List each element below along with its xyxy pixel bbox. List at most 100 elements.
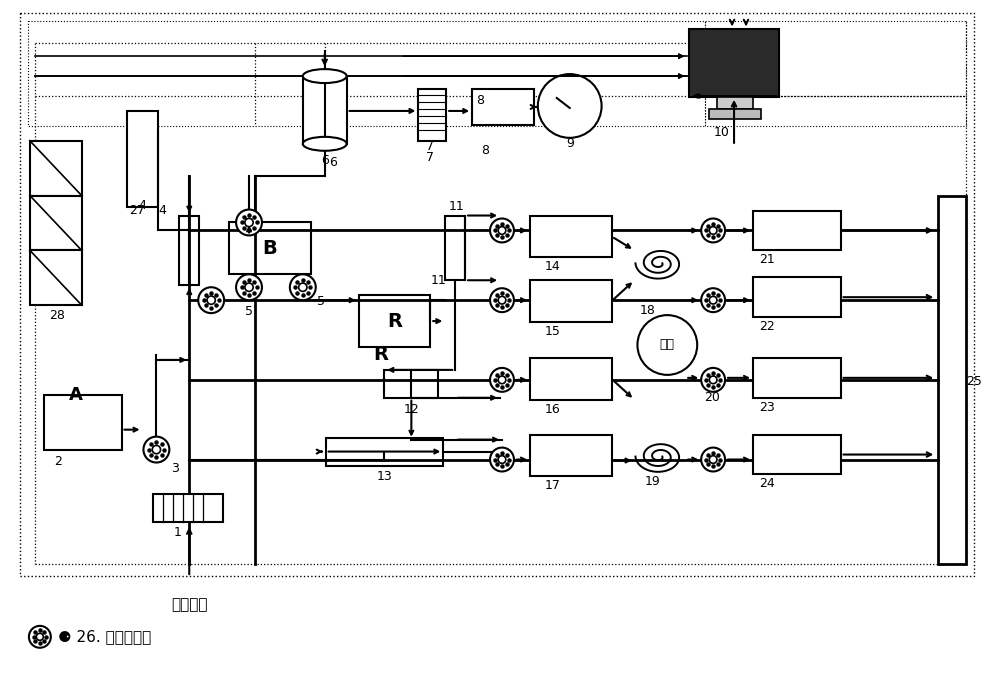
Bar bbox=[472, 89, 534, 125]
Text: 18: 18 bbox=[639, 304, 655, 317]
Bar bbox=[753, 435, 841, 475]
Circle shape bbox=[236, 274, 262, 300]
Bar bbox=[709, 109, 761, 119]
Circle shape bbox=[29, 626, 51, 648]
Circle shape bbox=[299, 283, 307, 291]
Circle shape bbox=[207, 296, 215, 304]
Bar bbox=[179, 216, 199, 285]
Ellipse shape bbox=[303, 137, 347, 150]
Bar bbox=[30, 141, 82, 196]
Circle shape bbox=[490, 447, 514, 471]
Bar bbox=[418, 89, 446, 141]
Bar bbox=[530, 280, 612, 322]
Text: B: B bbox=[263, 239, 277, 258]
Bar bbox=[705, 21, 966, 126]
Bar bbox=[689, 30, 779, 97]
Bar bbox=[753, 278, 841, 317]
Circle shape bbox=[701, 289, 725, 312]
Bar bbox=[28, 21, 705, 126]
Bar bbox=[938, 196, 966, 564]
Circle shape bbox=[709, 455, 717, 463]
Circle shape bbox=[538, 74, 602, 138]
Circle shape bbox=[701, 218, 725, 243]
Text: R: R bbox=[373, 346, 388, 365]
Text: 光源: 光源 bbox=[660, 339, 675, 352]
Bar bbox=[303, 76, 347, 144]
Bar bbox=[30, 250, 82, 305]
Text: 1: 1 bbox=[173, 526, 181, 539]
Text: 9: 9 bbox=[566, 137, 574, 150]
Text: 4: 4 bbox=[158, 204, 166, 217]
Text: 10: 10 bbox=[714, 126, 730, 139]
Circle shape bbox=[709, 376, 717, 383]
Text: 4: 4 bbox=[139, 199, 146, 212]
Circle shape bbox=[143, 437, 169, 462]
Text: 25: 25 bbox=[966, 375, 982, 388]
Circle shape bbox=[498, 296, 506, 304]
Circle shape bbox=[490, 218, 514, 243]
Circle shape bbox=[637, 315, 697, 375]
Circle shape bbox=[498, 227, 506, 234]
Circle shape bbox=[701, 447, 725, 471]
Text: ⚈ 26. 液体输出泵: ⚈ 26. 液体输出泵 bbox=[58, 629, 151, 644]
Bar bbox=[717, 97, 753, 109]
Text: 2: 2 bbox=[54, 455, 62, 468]
Circle shape bbox=[36, 633, 43, 640]
Bar bbox=[20, 13, 974, 576]
Text: 空气入口: 空气入口 bbox=[171, 597, 208, 612]
Text: 6: 6 bbox=[329, 156, 337, 169]
Text: 12: 12 bbox=[403, 403, 419, 416]
Bar bbox=[753, 210, 841, 250]
Bar bbox=[229, 223, 311, 274]
Circle shape bbox=[490, 368, 514, 392]
Circle shape bbox=[709, 227, 717, 234]
Circle shape bbox=[498, 455, 506, 463]
Bar bbox=[530, 435, 612, 477]
Text: 15: 15 bbox=[545, 325, 561, 338]
Text: R: R bbox=[387, 312, 402, 330]
Text: 11: 11 bbox=[430, 273, 446, 286]
Text: 6: 6 bbox=[321, 154, 329, 167]
Text: 19: 19 bbox=[644, 475, 660, 488]
Circle shape bbox=[236, 210, 262, 236]
Text: 13: 13 bbox=[377, 471, 392, 484]
Bar bbox=[127, 111, 158, 207]
Text: 17: 17 bbox=[545, 480, 561, 493]
Text: 14: 14 bbox=[545, 260, 561, 273]
Circle shape bbox=[709, 296, 717, 304]
Text: 27: 27 bbox=[130, 204, 145, 217]
Text: 5: 5 bbox=[317, 295, 325, 308]
Circle shape bbox=[498, 376, 506, 383]
Text: 8: 8 bbox=[476, 95, 484, 107]
Text: 24: 24 bbox=[759, 477, 775, 491]
Bar bbox=[359, 295, 430, 347]
Text: 22: 22 bbox=[759, 320, 775, 333]
Bar bbox=[445, 216, 465, 280]
Circle shape bbox=[198, 287, 224, 313]
Bar bbox=[326, 438, 443, 466]
Text: 23: 23 bbox=[759, 401, 775, 414]
Circle shape bbox=[245, 218, 253, 227]
Text: 7: 7 bbox=[426, 150, 434, 164]
Bar bbox=[530, 358, 612, 400]
Text: 21: 21 bbox=[759, 254, 775, 267]
Text: 8: 8 bbox=[481, 144, 489, 157]
Bar bbox=[30, 196, 82, 250]
Ellipse shape bbox=[303, 69, 347, 83]
Text: A: A bbox=[69, 386, 83, 404]
Circle shape bbox=[152, 445, 161, 453]
Bar bbox=[44, 395, 122, 449]
Text: 20: 20 bbox=[704, 392, 720, 404]
Text: 11: 11 bbox=[448, 199, 464, 212]
Circle shape bbox=[490, 289, 514, 312]
Circle shape bbox=[245, 283, 253, 291]
Text: 3: 3 bbox=[171, 462, 179, 475]
Text: 16: 16 bbox=[545, 403, 561, 416]
Text: 28: 28 bbox=[49, 308, 65, 322]
Bar bbox=[753, 358, 841, 398]
Text: 5: 5 bbox=[245, 305, 253, 318]
Text: 7: 7 bbox=[426, 140, 434, 153]
Circle shape bbox=[290, 274, 316, 300]
Circle shape bbox=[701, 368, 725, 392]
Bar bbox=[530, 216, 612, 258]
